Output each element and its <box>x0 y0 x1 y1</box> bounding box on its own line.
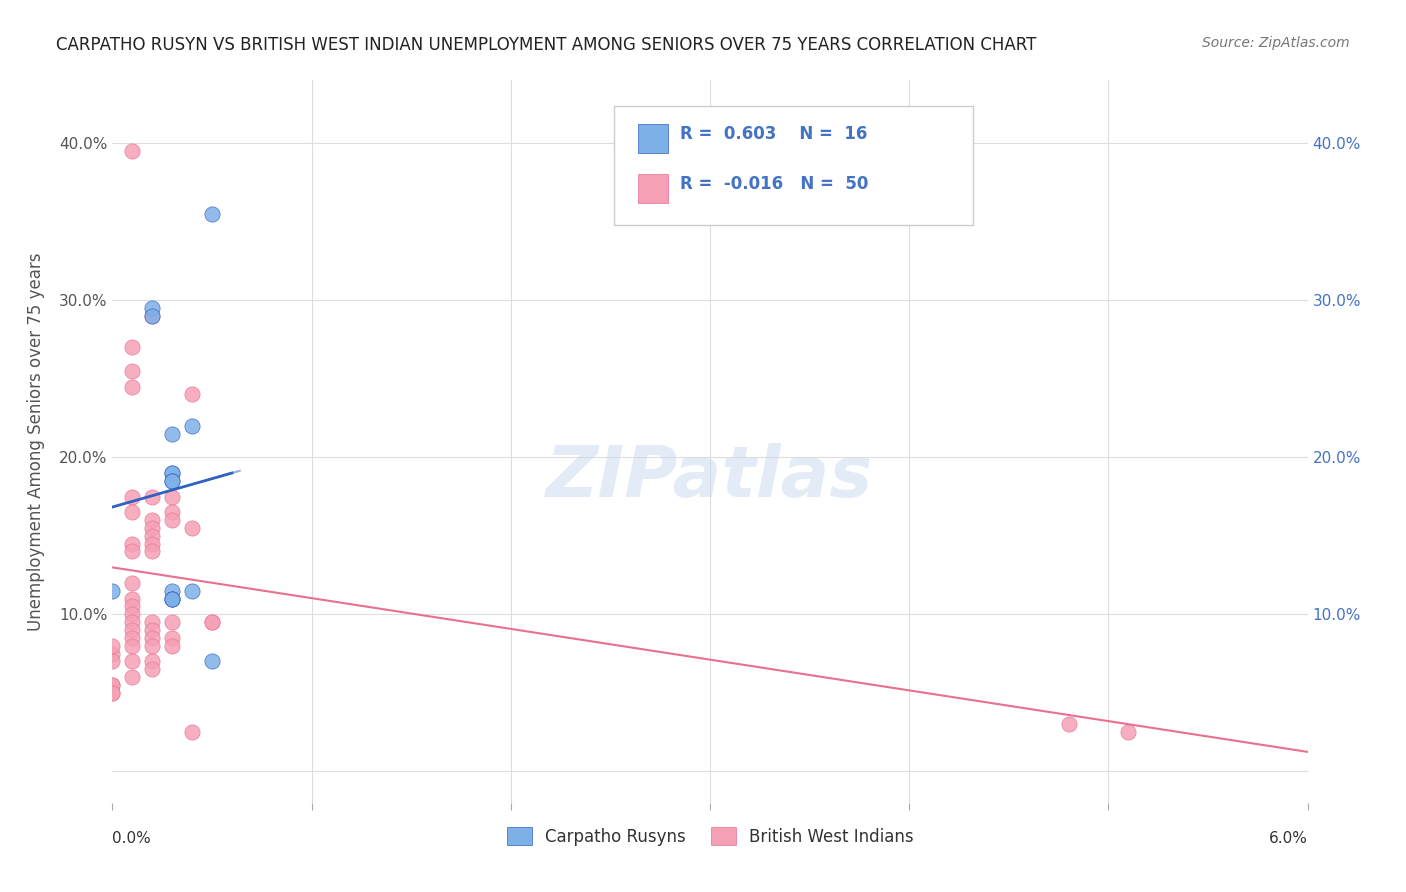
Point <box>141 615 163 630</box>
Point <box>141 521 163 535</box>
Point <box>162 591 183 606</box>
Point <box>121 544 143 558</box>
Point <box>1118 725 1140 739</box>
FancyBboxPatch shape <box>614 105 973 225</box>
Point <box>121 670 143 684</box>
Text: 0.0%: 0.0% <box>112 830 152 846</box>
Point <box>121 144 143 158</box>
Point <box>141 655 163 669</box>
Point <box>101 655 124 669</box>
Point <box>162 505 183 519</box>
Point <box>141 662 163 676</box>
Point <box>121 631 143 645</box>
Point <box>101 686 124 700</box>
Point <box>162 474 183 488</box>
Point <box>162 490 183 504</box>
FancyBboxPatch shape <box>638 124 668 153</box>
Point <box>162 615 183 630</box>
Point <box>121 379 143 393</box>
Point <box>141 623 163 637</box>
Point <box>162 426 183 441</box>
Point <box>141 639 163 653</box>
Point <box>201 615 224 630</box>
Point <box>141 529 163 543</box>
Point <box>121 575 143 590</box>
Point <box>121 599 143 614</box>
Point <box>181 387 204 401</box>
Point <box>101 678 124 692</box>
Text: 6.0%: 6.0% <box>1268 830 1308 846</box>
Text: R =  0.603    N =  16: R = 0.603 N = 16 <box>681 126 868 144</box>
Point <box>101 639 124 653</box>
Point <box>121 490 143 504</box>
Point <box>201 615 224 630</box>
Point <box>101 678 124 692</box>
Point <box>201 655 224 669</box>
Point <box>1057 717 1080 731</box>
Y-axis label: Unemployment Among Seniors over 75 years: Unemployment Among Seniors over 75 years <box>27 252 45 631</box>
Point <box>121 615 143 630</box>
Point <box>141 536 163 550</box>
Legend: Carpatho Rusyns, British West Indians: Carpatho Rusyns, British West Indians <box>501 821 920 852</box>
Point <box>162 639 183 653</box>
Point <box>121 639 143 653</box>
Point <box>141 301 163 315</box>
Point <box>141 631 163 645</box>
Point <box>162 466 183 480</box>
Point <box>101 647 124 661</box>
Point <box>141 309 163 323</box>
Point <box>121 340 143 354</box>
Point <box>141 490 163 504</box>
Point <box>162 466 183 480</box>
Point <box>121 655 143 669</box>
Point <box>121 623 143 637</box>
Text: ZIPatlas: ZIPatlas <box>547 443 873 512</box>
Point <box>141 309 163 323</box>
Point <box>121 536 143 550</box>
Text: Source: ZipAtlas.com: Source: ZipAtlas.com <box>1202 36 1350 50</box>
Point <box>181 521 204 535</box>
Text: CARPATHO RUSYN VS BRITISH WEST INDIAN UNEMPLOYMENT AMONG SENIORS OVER 75 YEARS C: CARPATHO RUSYN VS BRITISH WEST INDIAN UN… <box>56 36 1036 54</box>
Point <box>121 607 143 622</box>
Point <box>141 513 163 527</box>
Point <box>181 725 204 739</box>
Point <box>101 583 124 598</box>
Point <box>201 207 224 221</box>
Point <box>181 583 204 598</box>
Point <box>162 631 183 645</box>
Text: R =  -0.016   N =  50: R = -0.016 N = 50 <box>681 175 869 193</box>
FancyBboxPatch shape <box>638 174 668 203</box>
Point <box>141 544 163 558</box>
Point <box>162 591 183 606</box>
Point <box>101 686 124 700</box>
Point <box>181 418 204 433</box>
Point <box>162 474 183 488</box>
Point <box>121 364 143 378</box>
Point <box>121 505 143 519</box>
Point <box>162 591 183 606</box>
Point <box>162 583 183 598</box>
Point <box>121 591 143 606</box>
Point <box>162 513 183 527</box>
